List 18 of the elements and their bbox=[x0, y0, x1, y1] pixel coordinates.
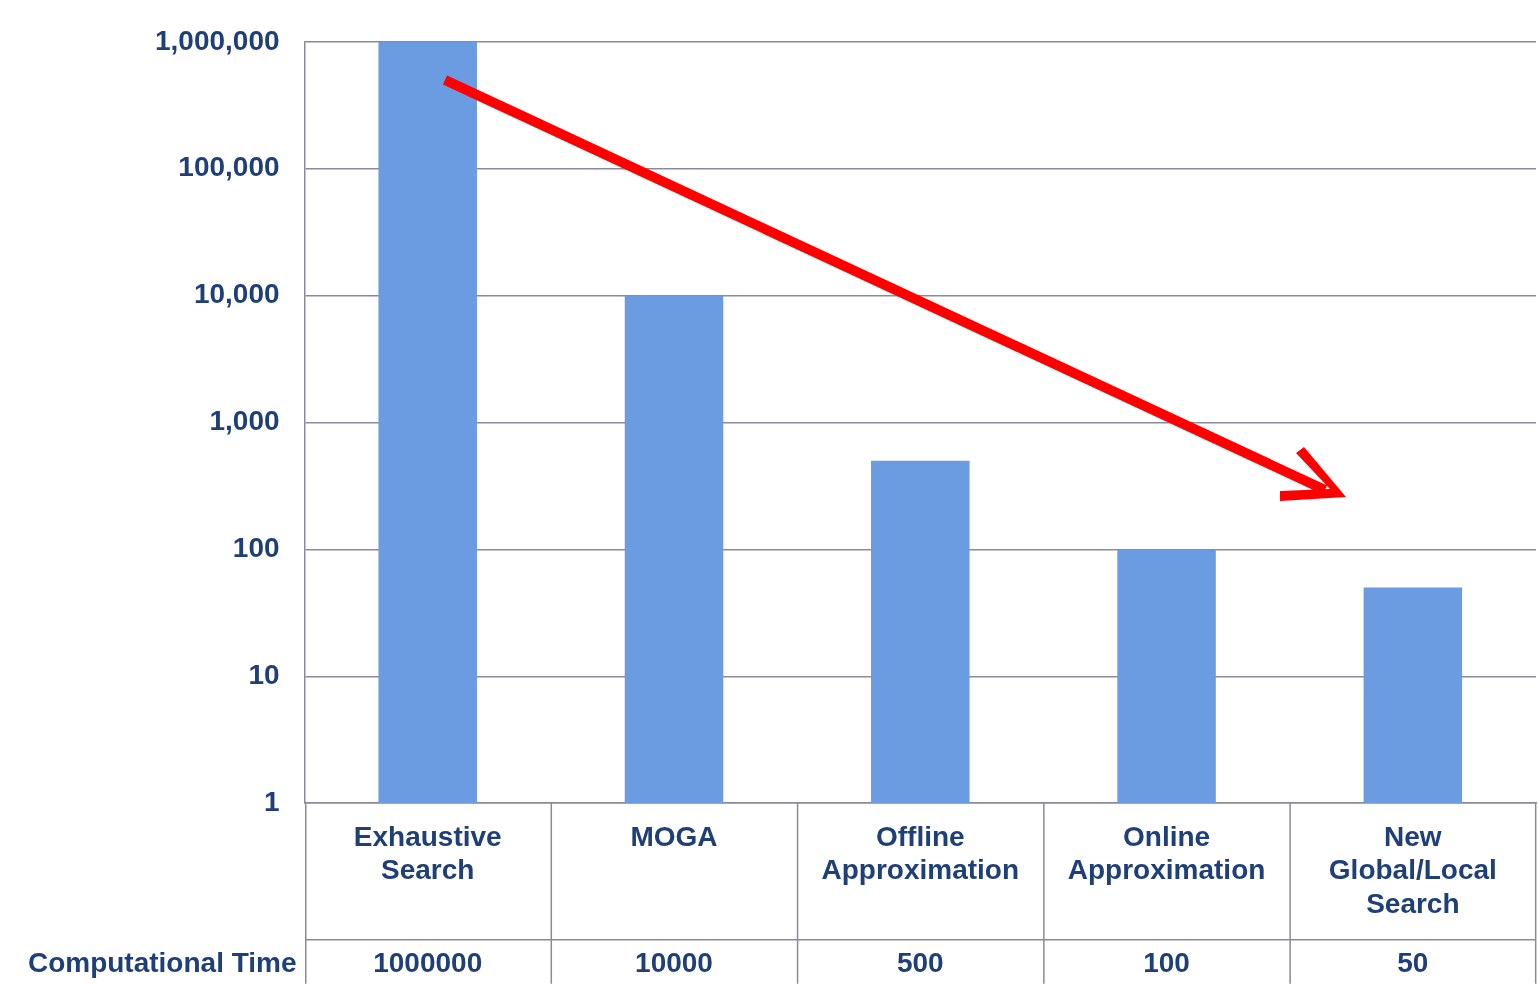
y-tick-label: 10,000 bbox=[193, 278, 280, 310]
x-tick-label: Online Approximation bbox=[1067, 820, 1266, 886]
y-tick-label: 100,000 bbox=[178, 151, 280, 183]
data-label: 100 bbox=[1143, 946, 1190, 978]
y-tick-label: 1,000 bbox=[209, 405, 280, 437]
data-label: 10000 bbox=[635, 946, 713, 978]
x-tick-label: Exhaustive Search bbox=[353, 820, 502, 886]
data-label: 50 bbox=[1397, 946, 1429, 978]
y-tick-label: 1 bbox=[263, 785, 280, 817]
x-tick-label: Offline Approximation bbox=[821, 820, 1020, 886]
y-tick-label: 1,000,000 bbox=[154, 24, 280, 56]
y-tick-label: 10 bbox=[248, 659, 280, 691]
data-label: 1000000 bbox=[373, 946, 483, 978]
x-tick-label: MOGA bbox=[630, 820, 718, 852]
x-tick-label: New Global/Local Search bbox=[1328, 820, 1497, 919]
y-tick-label: 100 bbox=[232, 532, 280, 564]
text: Computational Time bbox=[27, 946, 297, 978]
data-label: 500 bbox=[896, 946, 944, 978]
